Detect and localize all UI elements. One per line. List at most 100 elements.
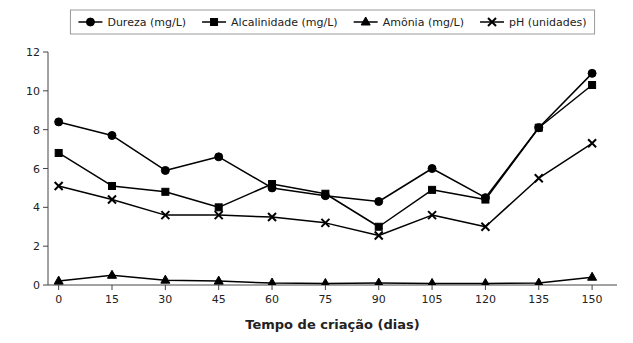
point [108,131,116,139]
legend-label: Dureza (mg/L) [107,16,186,29]
point [589,82,596,89]
y-tick [43,168,48,169]
x-tick [112,285,113,290]
x-tick [538,285,539,290]
legend-item: Dureza (mg/L) [78,16,186,29]
point [428,278,437,285]
x-tick-label: 0 [55,293,62,306]
point [428,211,436,219]
y-tick-label: 12 [26,46,40,59]
plot-area [54,69,596,285]
point [429,186,436,193]
y-tick-label: 0 [33,279,40,292]
point [161,166,169,174]
legend: Dureza (mg/L) Alcalinidade (mg/L) Amônia (… [70,10,594,34]
point [321,219,329,227]
point [161,275,170,283]
x-tick-label: 30 [158,293,172,306]
point [269,181,276,188]
y-tick [43,246,48,247]
point [428,165,436,173]
point [55,149,62,156]
y-tick [43,129,48,130]
legend-label: Alcalinidade (mg/L) [231,16,338,29]
legend-frame [70,10,594,34]
point [535,174,543,182]
x-tick-label: 45 [212,293,226,306]
x-tick [378,285,379,290]
x-tick-label: 75 [318,293,332,306]
x-tick-label: 135 [528,293,549,306]
legend-handle-marker [488,18,496,26]
y-tick [43,285,48,286]
point [215,204,222,211]
point [534,278,543,285]
x-tick-label: 150 [582,293,603,306]
point [268,213,276,221]
legend-label: pH (unidades) [509,16,587,29]
point [55,182,63,190]
x-axis-label: Tempo de criação (dias) [245,317,419,332]
point [161,211,169,219]
x-tick [218,285,219,290]
x-tick-label: 120 [475,293,496,306]
point [535,124,542,131]
point [481,223,489,231]
chart: 0 15 30 45 60 75 90 105 120 135 150 0 2 4 6 8 10 12 Tempo … [0,0,633,343]
point [214,276,223,284]
point [321,278,330,285]
point [375,231,383,239]
legend-item: Alcalinidade (mg/L) [202,16,338,29]
legend-handle-marker [361,17,370,25]
point [108,270,117,278]
series [54,270,596,285]
y-tick-label: 4 [33,201,40,214]
x-tick [165,285,166,290]
point [54,276,63,284]
y-tick [43,90,48,91]
y-tick-label: 6 [33,163,40,176]
point [535,124,543,132]
point [55,118,63,126]
x-tick-label: 15 [105,293,119,306]
y-tick-label: 8 [33,124,40,137]
x-axis [48,285,617,286]
x-tick-label: 90 [372,293,386,306]
x-tick [485,285,486,290]
legend-handle-marker [86,18,94,26]
series-line [59,143,592,235]
series-line [59,73,592,201]
series [55,139,596,239]
point [482,196,489,203]
y-tick [43,207,48,208]
series [55,82,595,231]
point [108,196,116,204]
point [109,182,116,189]
y-tick-label: 10 [26,85,40,98]
x-tick [432,285,433,290]
y-tick [43,52,48,53]
series-line [59,85,592,227]
point [268,278,277,285]
point [375,223,382,230]
point [322,190,329,197]
legend-item: pH (unidades) [480,16,587,29]
point [215,211,223,219]
x-tick-label: 60 [265,293,279,306]
x-tick [272,285,273,290]
point [588,272,597,280]
y-tick-label: 2 [33,240,40,253]
x-tick [592,285,593,290]
point [215,153,223,161]
point [374,278,383,285]
series [55,69,596,205]
x-tick [58,285,59,290]
point [588,69,596,77]
legend-item: Amônia (mg/L) [354,16,464,29]
point [481,278,490,285]
legend-handle-marker [211,19,218,26]
point [588,139,596,147]
legend-label: Amônia (mg/L) [383,16,464,29]
x-tick-label: 105 [422,293,443,306]
point [162,188,169,195]
